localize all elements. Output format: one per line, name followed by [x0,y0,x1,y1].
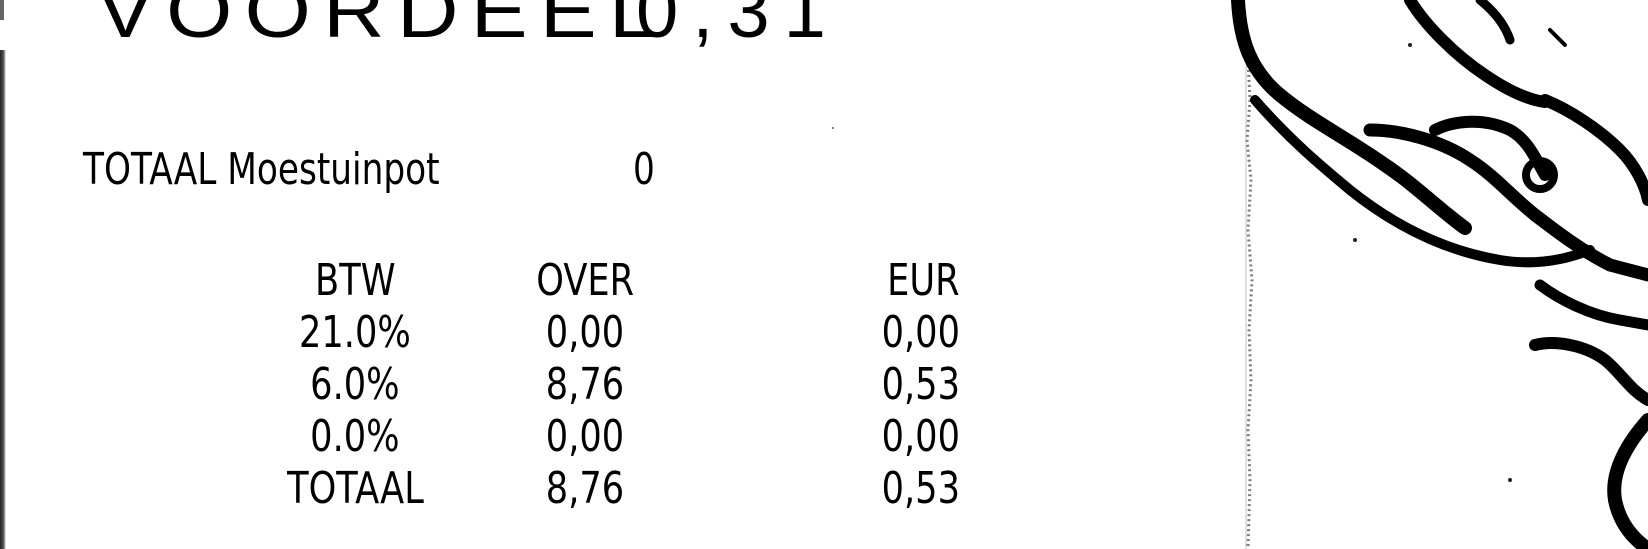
vat-rate-cell: 21.0% [299,307,411,358]
vat-over-cell: 0,00 [545,307,625,358]
vat-over-cell: 8,76 [545,359,625,410]
vat-header-eur: EUR [887,255,960,306]
voordeel-value: 0,31 [636,0,840,54]
vat-eur-cell: 0,00 [881,411,960,462]
vat-rate-cell: TOTAAL [286,463,424,514]
vat-table: BTW OVER EUR 21.0% 0,00 0,00 6.0% 8,76 0… [250,255,960,515]
paper-edge-left [0,50,6,549]
vat-header-btw: BTW [314,255,396,306]
vat-rate-cell: 6.0% [310,359,400,410]
totaal-moestuinpot-label: TOTAAL Moestuinpot [83,144,440,195]
paper-edge-top [0,0,4,20]
vat-table-total-row: TOTAAL 8,76 0,53 [250,463,960,515]
voordeel-label: VOORDEEL [97,0,669,54]
vat-eur-cell: 0,00 [881,307,960,358]
vat-over-cell: 8,76 [545,463,625,514]
vat-table-row: 0.0% 0,00 0,00 [250,411,960,463]
vat-header-over: OVER [536,255,634,306]
handwritten-scribble-image [1231,0,1648,549]
vat-table-header-row: BTW OVER EUR [250,255,960,307]
vat-over-cell: 0,00 [545,411,625,462]
vat-table-row: 6.0% 8,76 0,53 [250,359,960,411]
vat-eur-cell: 0,53 [881,463,960,514]
vat-rate-cell: 0.0% [310,411,400,462]
totaal-moestuinpot-value: 0 [633,144,655,195]
paper-speck [832,127,834,129]
vat-table-row: 21.0% 0,00 0,00 [250,307,960,359]
vat-eur-cell: 0,53 [881,359,960,410]
